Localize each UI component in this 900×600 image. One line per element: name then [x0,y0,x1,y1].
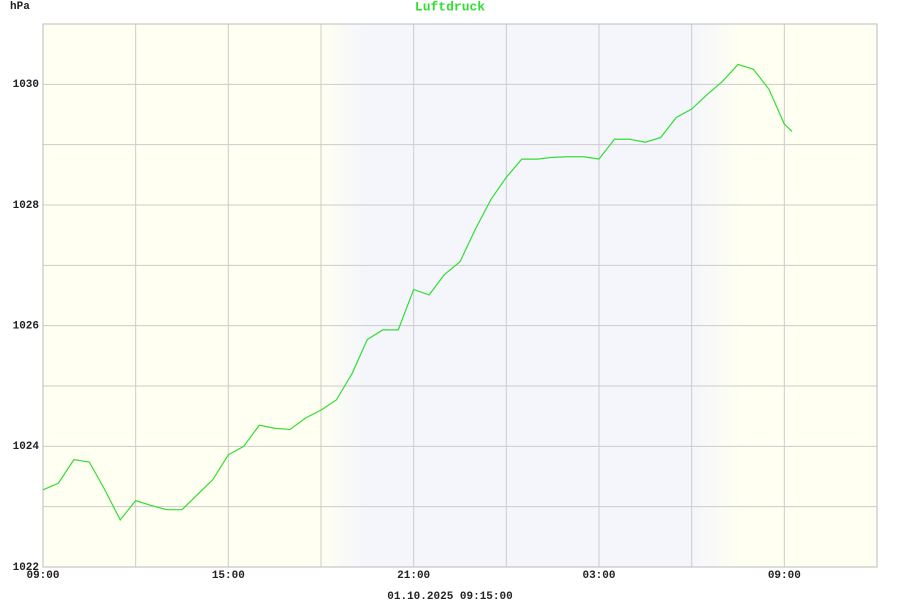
y-tick-label: 1028 [13,200,40,212]
y-tick-label: 1026 [13,321,39,333]
y-axis-label: hPa [10,1,30,13]
x-tick-label: 21:00 [397,570,430,582]
x-tick-label: 15:00 [212,570,245,582]
y-tick-label: 1030 [13,79,39,91]
x-tick-label: 03:00 [582,570,615,582]
plot-frame [42,23,878,568]
y-tick-label: 1022 [13,562,39,574]
y-tick-label: 1024 [13,441,40,453]
footer-timestamp: 01.10.2025 09:15:00 [387,591,512,600]
plot-background [43,24,877,567]
x-tick-label: 09:00 [768,570,801,582]
data-line [42,63,793,522]
x-tick-label: 09:00 [26,570,59,582]
chart-title: Luftdruck [415,0,485,14]
